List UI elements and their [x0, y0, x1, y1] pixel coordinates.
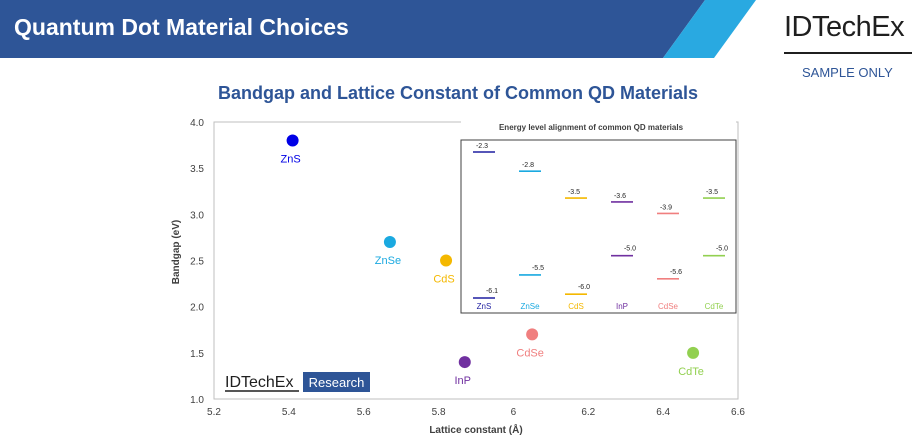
sample-only-note: SAMPLE ONLY	[802, 65, 893, 80]
watermark-tag: Research	[309, 375, 365, 390]
header-accent-stripe	[663, 0, 756, 58]
data-point-znse	[383, 236, 396, 249]
watermark-brand: IDTechEx	[225, 374, 293, 391]
x-tick-label: 5.4	[282, 407, 296, 418]
y-tick-label: 3.5	[190, 164, 204, 175]
data-label-znse: ZnSe	[375, 255, 401, 267]
vb-value-znse: -5.5	[532, 265, 544, 272]
cb-value-cds: -3.5	[568, 189, 580, 196]
y-tick-label: 3.0	[190, 210, 204, 221]
header-background	[0, 0, 705, 58]
vb-value-cds: -6.0	[578, 284, 590, 291]
vb-value-zns: -6.1	[486, 288, 498, 295]
page-title: Quantum Dot Material Choices	[14, 14, 349, 40]
vb-value-cdte: -5.0	[716, 246, 728, 253]
x-tick-label: 5.6	[357, 407, 371, 418]
cb-value-znse: -2.8	[522, 162, 534, 169]
x-tick-label: 6	[511, 407, 517, 418]
data-point-zns	[286, 134, 299, 147]
header-bar	[0, 0, 756, 58]
y-axis-label: Bandgap (eV)	[171, 220, 182, 284]
material-label-zns: ZnS	[477, 302, 492, 311]
y-tick-label: 1.0	[190, 395, 204, 406]
data-point-cdte	[687, 346, 700, 359]
material-label-cdte: CdTe	[705, 302, 724, 311]
brand-underline	[784, 52, 912, 54]
material-label-znse: ZnSe	[520, 302, 540, 311]
chart-title: Bandgap and Lattice Constant of Common Q…	[217, 83, 699, 103]
y-tick-label: 2.5	[190, 257, 204, 268]
inset-title: Energy level alignment of common QD mate…	[499, 123, 684, 132]
data-label-cds: CdS	[433, 274, 454, 286]
x-tick-label: 6.2	[581, 407, 595, 418]
brand-logo: IDTechEx	[784, 11, 905, 43]
data-label-zns: ZnS	[281, 153, 301, 165]
vb-value-cdse: -5.6	[670, 269, 682, 276]
inset-frame	[460, 139, 737, 314]
data-label-cdte: CdTe	[678, 366, 704, 378]
x-axis-label: Lattice constant (Å)	[429, 423, 522, 436]
data-label-inp: InP	[455, 375, 472, 387]
x-tick-label: 6.6	[731, 407, 745, 418]
material-label-cdse: CdSe	[658, 302, 679, 311]
data-point-inp	[458, 356, 471, 369]
x-tick-label: 6.4	[656, 407, 670, 418]
data-point-cdse	[526, 328, 539, 341]
y-tick-label: 2.0	[190, 303, 204, 314]
x-tick-label: 5.2	[207, 407, 221, 418]
x-tick-label: 5.8	[432, 407, 446, 418]
y-tick-label: 1.5	[190, 349, 204, 360]
cb-value-zns: -2.3	[476, 143, 488, 150]
inset-background	[461, 120, 736, 314]
vb-value-inp: -5.0	[624, 246, 636, 253]
y-tick-label: 4.0	[190, 118, 204, 129]
material-label-inp: InP	[616, 302, 628, 311]
cb-value-cdse: -3.9	[660, 204, 672, 211]
data-label-cdse: CdSe	[516, 347, 544, 359]
data-point-cds	[440, 254, 453, 267]
cb-value-inp: -3.6	[614, 193, 626, 200]
watermark-tag-box	[303, 372, 370, 392]
brand-block: IDTechEx SAMPLE ONLY	[784, 10, 914, 80]
cb-value-cdte: -3.5	[706, 189, 718, 196]
material-label-cds: CdS	[568, 302, 584, 311]
